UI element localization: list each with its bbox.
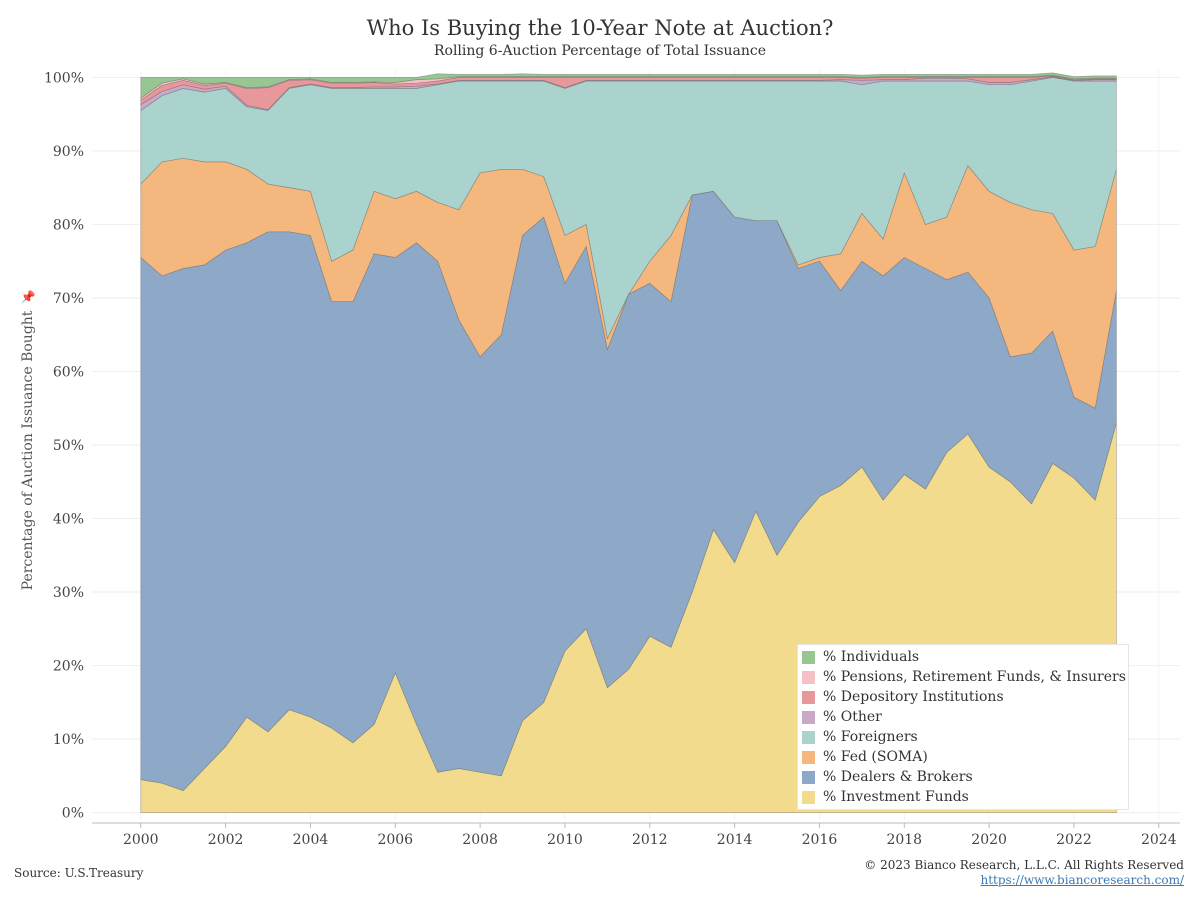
legend-item-individuals[interactable]: % Individuals	[798, 647, 1128, 667]
copyright-note: © 2023 Bianco Research, L.L.C. All Right…	[864, 858, 1184, 872]
chart-title: Who Is Buying the 10-Year Note at Auctio…	[366, 16, 834, 40]
x-tick-label: 2022	[1056, 832, 1092, 848]
x-tick-label: 2000	[123, 832, 159, 848]
y-tick-label: 70%	[53, 291, 84, 307]
x-tick-label: 2006	[377, 832, 413, 848]
y-tick-label: 100%	[44, 70, 84, 86]
y-tick-label: 60%	[53, 364, 84, 380]
x-tick-label: 2002	[208, 832, 244, 848]
y-axis-title: Percentage of Auction Issuance Bought 📌	[20, 290, 36, 591]
legend-swatch	[802, 690, 815, 704]
legend-label: % Foreigners	[823, 729, 918, 745]
x-tick-label: 2020	[971, 832, 1007, 848]
legend-item-other[interactable]: % Other	[798, 707, 1128, 727]
legend-label: % Fed (SOMA)	[823, 749, 928, 765]
y-tick-label: 40%	[53, 512, 84, 528]
legend-item-pensions-retirement-funds-insurers[interactable]: % Pensions, Retirement Funds, & Insurers	[798, 667, 1128, 687]
legend-label: % Pensions, Retirement Funds, & Insurers	[823, 669, 1126, 685]
legend-swatch	[802, 750, 815, 764]
y-tick-label: 80%	[53, 217, 84, 233]
x-tick-label: 2004	[293, 832, 329, 848]
legend-label: % Depository Institutions	[823, 689, 1004, 705]
y-tick-label: 10%	[53, 732, 84, 748]
legend-swatch	[802, 650, 815, 664]
x-tick-label: 2024	[1141, 832, 1177, 848]
website-link[interactable]: https://www.biancoresearch.com/	[980, 873, 1184, 887]
y-tick-label: 20%	[53, 659, 84, 675]
legend-label: % Investment Funds	[823, 789, 969, 805]
legend-item-depository-institutions[interactable]: % Depository Institutions	[798, 687, 1128, 707]
x-tick-label: 2014	[717, 832, 753, 848]
pin-icon[interactable]: 📌	[20, 290, 36, 305]
source-note: Source: U.S.Treasury	[14, 866, 144, 880]
legend-swatch	[802, 670, 815, 684]
legend-label: % Other	[823, 709, 882, 725]
y-tick-label: 0%	[62, 806, 84, 822]
legend-label: % Dealers & Brokers	[823, 769, 973, 785]
x-tick-label: 2010	[547, 832, 583, 848]
legend-swatch	[802, 730, 815, 744]
x-tick-label: 2016	[802, 832, 838, 848]
axes: 0% 10% 20% 30% 40% 50% 60% 70% 80% 90% 100% 2000 200…	[44, 70, 1180, 848]
area-individuals[interactable]	[140, 72, 1117, 99]
y-tick-label: 30%	[53, 585, 84, 601]
chart-subtitle: Rolling 6-Auction Percentage of Total Is…	[433, 43, 767, 59]
legend-item-dealers-brokers[interactable]: % Dealers & Brokers	[798, 767, 1128, 787]
x-tick-label: 2012	[632, 832, 668, 848]
legend-label: % Individuals	[823, 649, 920, 665]
y-axis-label: Percentage of Auction Issuance Bought	[20, 310, 36, 591]
legend-item-investment-funds[interactable]: % Investment Funds	[798, 787, 1128, 807]
legend-item-fed-soma[interactable]: % Fed (SOMA)	[798, 747, 1128, 767]
legend-swatch	[802, 710, 815, 724]
y-tick-label: 50%	[53, 438, 84, 454]
y-tick-label: 90%	[53, 144, 84, 160]
area-dealers-brokers[interactable]	[140, 190, 1117, 792]
legend-swatch	[802, 790, 815, 804]
legend-swatch	[802, 770, 815, 784]
legend: % Individuals % Pensions, Retirement Fund…	[797, 644, 1129, 810]
x-tick-label: 2008	[462, 832, 498, 848]
legend-item-foreigners[interactable]: % Foreigners	[798, 727, 1128, 747]
x-tick-label: 2018	[886, 832, 922, 848]
